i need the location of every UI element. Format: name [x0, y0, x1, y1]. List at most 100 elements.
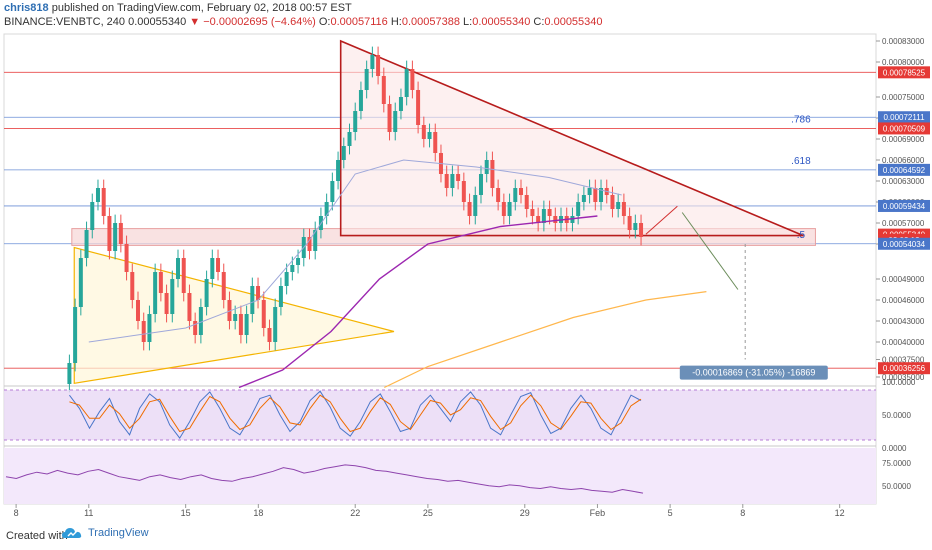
- x-axis-label: 8: [14, 508, 19, 518]
- candle-body: [461, 181, 466, 202]
- descending-triangle-red: [339, 39, 804, 237]
- candle-body: [290, 265, 295, 272]
- author-name[interactable]: chris818: [4, 2, 49, 14]
- candle-body: [621, 202, 626, 216]
- footer: Created with TradingView: [0, 520, 932, 550]
- open-value: 0.00057116: [330, 16, 388, 28]
- price-axis-label: 0.00035000: [882, 373, 925, 382]
- price-axis-label: 0.00069000: [882, 135, 925, 144]
- candle-body: [187, 293, 192, 321]
- high-value: 0.00057388: [401, 16, 460, 28]
- close-value: 0.00055340: [544, 16, 603, 28]
- candle-body: [250, 286, 255, 314]
- chart-area[interactable]: 0.000830000.000800000.000750000.00072000…: [0, 30, 932, 520]
- price-axis-label: 0.00043000: [882, 317, 925, 326]
- candle-body: [358, 90, 363, 111]
- price-change: ▼ −0.00002695 (−4.64%): [189, 16, 316, 28]
- price-badge: [878, 111, 930, 124]
- price-badge-text: 0.00059434: [883, 202, 926, 211]
- price-chart-svg[interactable]: 0.000830000.000800000.000750000.00072000…: [0, 30, 932, 520]
- candle-body: [341, 146, 346, 160]
- candle-body: [170, 279, 175, 314]
- candle-body: [416, 90, 421, 125]
- candle-body: [67, 363, 72, 384]
- oscillator-1-line: [69, 394, 642, 433]
- candle-body: [576, 202, 581, 216]
- candle-body: [490, 160, 495, 188]
- candle-body: [233, 314, 238, 321]
- candle-body: [393, 111, 398, 132]
- candle-body: [261, 300, 266, 328]
- candle-body: [347, 132, 352, 146]
- price-badge: [878, 362, 930, 375]
- high-label: H:: [390, 16, 402, 28]
- candle-body: [433, 132, 438, 153]
- oscillator-1-axis-label: 100.0000: [882, 378, 916, 387]
- fib-label: .5: [797, 230, 806, 241]
- candle-body: [313, 230, 318, 251]
- candle-body: [370, 55, 375, 69]
- candle-body: [227, 300, 232, 321]
- candle-body: [633, 223, 638, 230]
- candle-body: [95, 188, 100, 202]
- last-price: 0.00055340: [128, 16, 187, 28]
- candle-body: [284, 272, 289, 286]
- oscillator-1-band: [4, 390, 876, 440]
- candle-body: [118, 223, 123, 244]
- x-axis-label: 8: [740, 508, 745, 518]
- candle-body: [376, 55, 381, 76]
- tradingview-logo[interactable]: TradingView: [62, 526, 149, 540]
- candle-body: [324, 202, 329, 216]
- candle-body: [330, 181, 335, 202]
- low-label: L:: [463, 16, 473, 28]
- candle-body: [141, 321, 146, 342]
- candle-body: [387, 104, 392, 132]
- x-axis-label: Feb: [590, 508, 606, 518]
- candle-body: [84, 230, 89, 258]
- candle-body: [193, 321, 198, 335]
- candle-body: [541, 209, 546, 223]
- candle-body: [593, 188, 598, 202]
- candle-body: [73, 307, 78, 363]
- candle-body: [198, 307, 203, 335]
- candle-body: [307, 237, 312, 251]
- candle-body: [101, 188, 106, 216]
- candle-body: [221, 272, 226, 300]
- measure-label-bg: [679, 365, 828, 380]
- candle-body: [581, 195, 586, 202]
- price-badge-text: 0.00072111: [883, 113, 925, 122]
- price-badge: [878, 163, 930, 176]
- price-axis-label: 0.00066000: [882, 156, 925, 165]
- measure-label-text: -0.00016869 (-31.05%) -16869: [692, 368, 815, 378]
- projection-arrow-up: [645, 205, 678, 235]
- candle-body: [278, 286, 283, 307]
- price-axis-label: 0.00046000: [882, 296, 925, 305]
- candle-body: [336, 160, 341, 181]
- candle-body: [478, 174, 483, 195]
- price-axis-label: 0.00040000: [882, 338, 925, 347]
- ma-long-line: [238, 215, 598, 389]
- candle-body: [427, 132, 432, 139]
- candle-body: [147, 314, 152, 342]
- x-axis-label: 15: [181, 508, 191, 518]
- candle-body: [524, 195, 529, 209]
- candle-body: [456, 174, 461, 181]
- publish-info: chris818 published on TradingView.com, F…: [4, 2, 352, 14]
- ma-200-line: [384, 291, 707, 389]
- candle-body: [107, 216, 112, 251]
- oscillator-2-band: [4, 448, 876, 504]
- candle-body: [616, 202, 621, 209]
- price-badge-text: 0.00078525: [883, 68, 926, 77]
- oscillator-2-line: [5, 464, 644, 494]
- price-axis-label: 0.00075000: [882, 93, 925, 102]
- x-axis-label: 22: [350, 508, 360, 518]
- candle-body: [153, 272, 158, 314]
- candle-body: [570, 216, 575, 223]
- x-axis-label: 18: [253, 508, 263, 518]
- candle-body: [547, 209, 552, 216]
- price-badge-text: 0.00036256: [883, 364, 926, 373]
- candle-body: [256, 286, 261, 300]
- x-axis-label: 5: [668, 508, 673, 518]
- x-axis-label: 11: [84, 508, 93, 518]
- candle-body: [553, 216, 558, 223]
